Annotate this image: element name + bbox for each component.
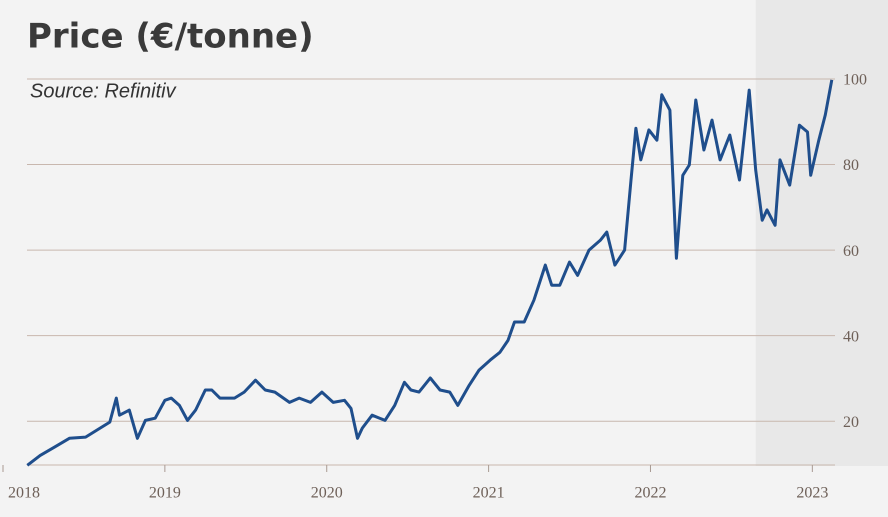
background	[755, 0, 888, 466]
y-tick-label: 100	[843, 72, 867, 89]
y-tick-label: 20	[843, 414, 859, 431]
price-line	[26, 79, 834, 467]
x-tick-label: 2019	[149, 485, 181, 502]
shaded-region	[755, 0, 888, 466]
y-tick-label: 40	[843, 328, 859, 345]
y-tick-label: 80	[843, 157, 859, 174]
chart-subtitle: Source: Refinitiv	[30, 80, 177, 102]
y-tick-label: 60	[843, 243, 859, 260]
x-tick-label: 2020	[311, 485, 343, 502]
x-tick-label: 2018	[8, 485, 40, 502]
chart-title: Price (€/tonne)	[27, 17, 314, 57]
x-tick-label: 2023	[796, 485, 828, 502]
x-tick-label: 2021	[473, 485, 505, 502]
x-tick-label: 2022	[634, 485, 666, 502]
